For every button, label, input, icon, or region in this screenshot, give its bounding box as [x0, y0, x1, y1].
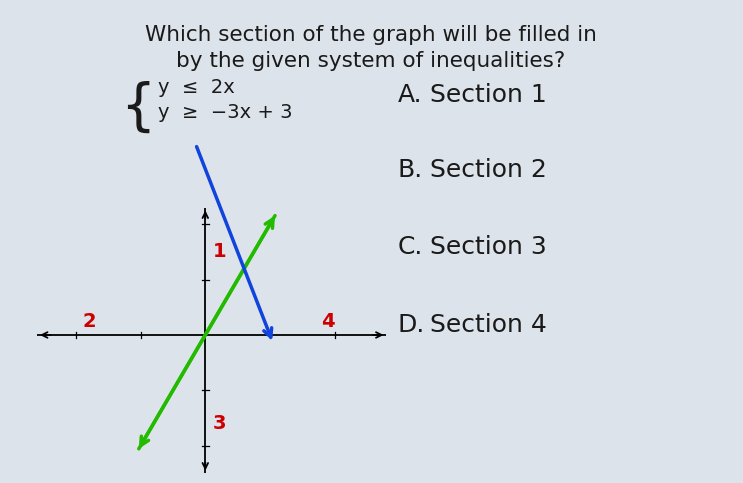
Text: B.: B. — [398, 158, 424, 182]
Text: Section 2: Section 2 — [430, 158, 547, 182]
Text: Section 3: Section 3 — [430, 235, 547, 259]
Text: 3: 3 — [212, 414, 227, 433]
Text: D.: D. — [398, 313, 426, 337]
Text: Section 1: Section 1 — [430, 83, 547, 107]
Text: 4: 4 — [321, 312, 335, 331]
Text: y  ≤  2x: y ≤ 2x — [158, 78, 235, 97]
Text: Which section of the graph will be filled in: Which section of the graph will be fille… — [145, 25, 597, 45]
Text: A.: A. — [398, 83, 423, 107]
Text: 2: 2 — [82, 312, 96, 331]
Text: {: { — [120, 81, 156, 135]
Text: y  ≥  −3x + 3: y ≥ −3x + 3 — [158, 103, 293, 122]
Text: by the given system of inequalities?: by the given system of inequalities? — [176, 51, 565, 71]
Text: C.: C. — [398, 235, 424, 259]
Text: 1: 1 — [212, 242, 227, 261]
Text: Section 4: Section 4 — [430, 313, 547, 337]
